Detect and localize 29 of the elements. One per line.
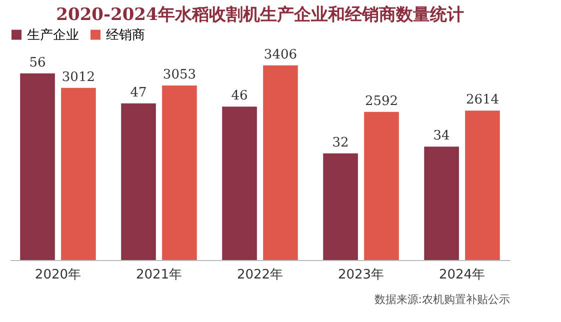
data-label: 47 — [130, 85, 147, 100]
x-tick-label: 2024年 — [438, 268, 486, 282]
bar — [323, 153, 358, 260]
bar — [364, 112, 399, 260]
x-tick-label: 2020年 — [34, 268, 82, 282]
data-label: 32 — [332, 135, 349, 150]
x-tick-label: 2023年 — [338, 268, 384, 282]
bar — [465, 110, 500, 260]
source-note: 数据来源:农机购置补贴公示 — [374, 293, 510, 306]
data-label: 56 — [29, 55, 46, 70]
data-label: 34 — [433, 128, 450, 144]
legend-label: 经销商 — [106, 28, 145, 43]
x-tick-label: 2022年 — [236, 268, 284, 282]
bar — [222, 106, 257, 260]
bar — [121, 103, 156, 260]
data-label: 2614 — [466, 92, 500, 108]
bar — [162, 86, 197, 260]
bar — [424, 146, 459, 260]
data-label: 3053 — [162, 68, 196, 83]
data-label: 2592 — [364, 94, 398, 109]
legend-label: 生产企业 — [27, 28, 79, 43]
chart-title: 2020-2024年水稻收割机生产企业和经销商数量统计 — [56, 5, 464, 25]
bar — [263, 65, 298, 260]
bar — [61, 88, 96, 260]
x-tick-label: 2021年 — [136, 268, 182, 282]
data-label: 3406 — [264, 47, 298, 62]
data-label: 46 — [231, 88, 248, 104]
data-label: 3012 — [62, 70, 95, 85]
bar — [20, 73, 55, 260]
